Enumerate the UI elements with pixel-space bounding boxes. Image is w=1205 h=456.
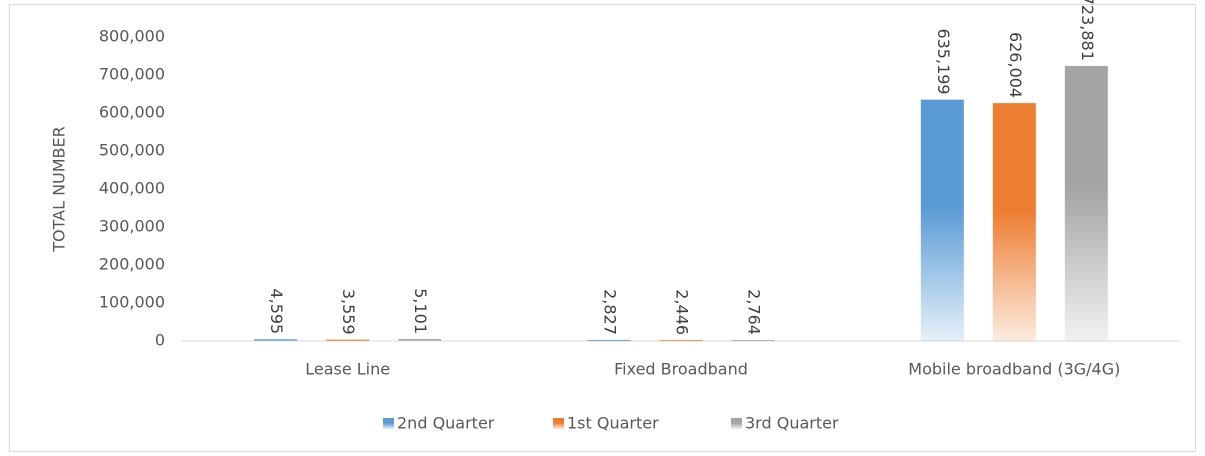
data-label: 3,559 bbox=[339, 289, 358, 335]
y-tick-label: 800,000 bbox=[99, 27, 165, 46]
legend-label: 3rd Quarter bbox=[745, 414, 839, 433]
data-label: 5,101 bbox=[411, 288, 430, 334]
data-label: 2,764 bbox=[745, 289, 764, 335]
y-tick-label: 200,000 bbox=[99, 255, 165, 274]
legend-swatch bbox=[553, 418, 564, 429]
y-tick-label: 100,000 bbox=[99, 293, 165, 312]
bar bbox=[659, 340, 703, 341]
data-label: 2,446 bbox=[673, 289, 692, 335]
data-label: 2,827 bbox=[601, 289, 620, 335]
bar bbox=[920, 99, 964, 341]
x-tick-label: Fixed Broadband bbox=[614, 360, 748, 379]
data-label: 4,595 bbox=[267, 288, 286, 334]
legend-label: 2nd Quarter bbox=[397, 414, 495, 433]
data-label: 723,881 bbox=[1078, 0, 1097, 61]
y-tick-label: 700,000 bbox=[99, 65, 165, 84]
data-label: 626,004 bbox=[1006, 32, 1025, 98]
bar bbox=[587, 339, 631, 341]
x-tick-label: Lease Line bbox=[305, 360, 390, 379]
y-tick-label: 300,000 bbox=[99, 217, 165, 236]
y-tick-label: 500,000 bbox=[99, 141, 165, 160]
legend-label: 1st Quarter bbox=[567, 414, 659, 433]
y-tick-label: 0 bbox=[155, 331, 165, 350]
x-tick-label: Mobile broadband (3G/4G) bbox=[908, 360, 1120, 379]
y-tick-label: 400,000 bbox=[99, 179, 165, 198]
bar bbox=[731, 339, 775, 341]
legend-swatch bbox=[731, 418, 742, 429]
legend-swatch bbox=[383, 418, 394, 429]
bar bbox=[992, 103, 1036, 342]
bar bbox=[398, 339, 442, 341]
bar bbox=[326, 339, 370, 341]
y-axis-title: TOTAL NUMBER bbox=[50, 126, 69, 253]
bar bbox=[254, 339, 298, 341]
bar bbox=[1064, 65, 1108, 341]
y-tick-label: 600,000 bbox=[99, 103, 165, 122]
data-label: 635,199 bbox=[934, 28, 953, 94]
